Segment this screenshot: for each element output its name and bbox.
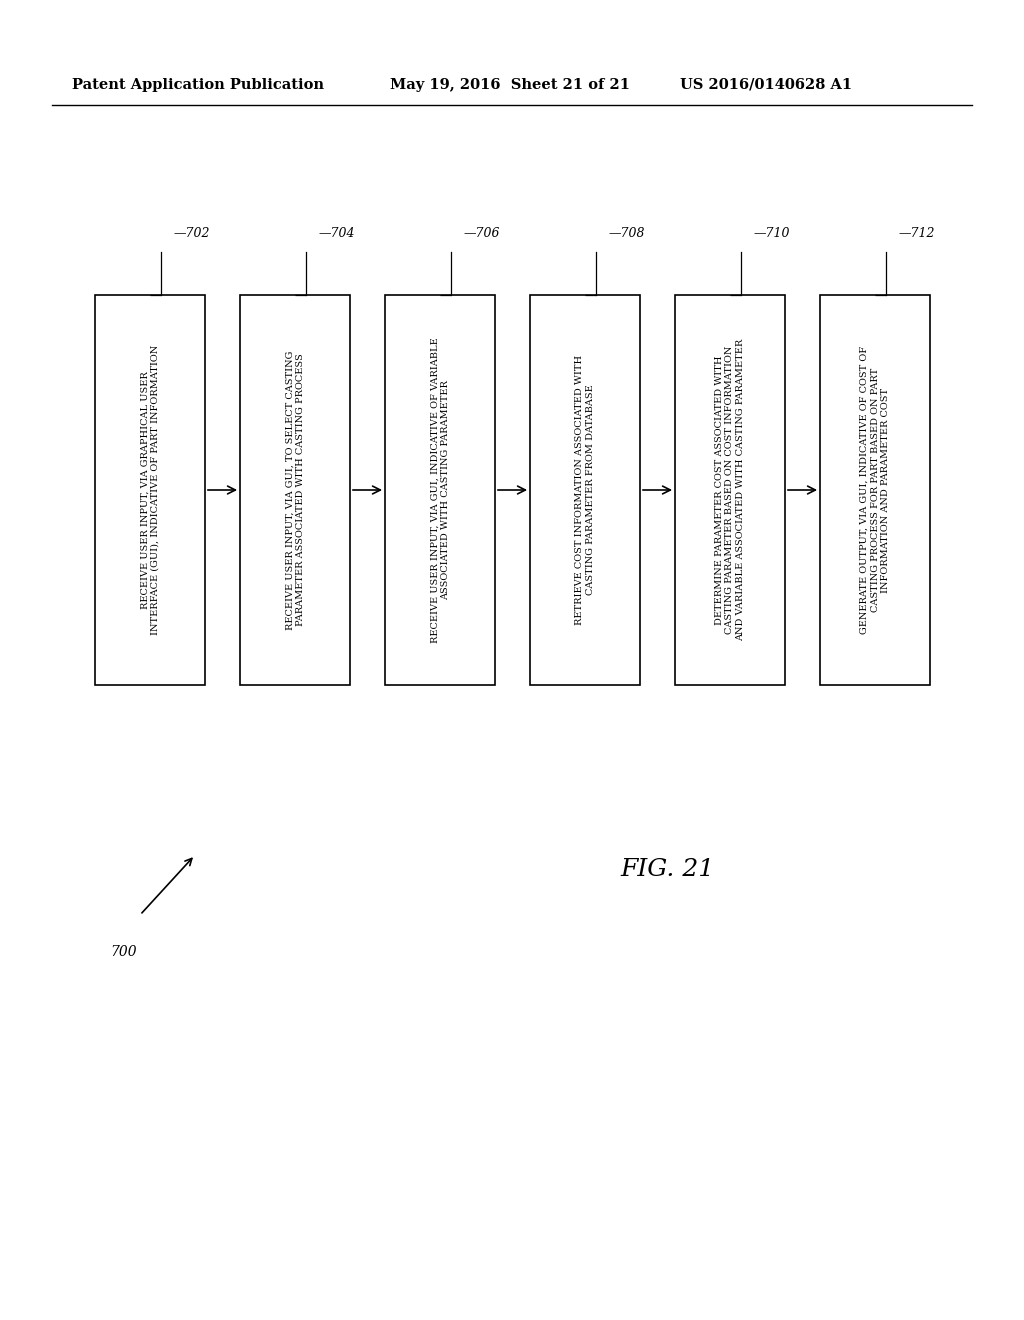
- Text: FIG. 21: FIG. 21: [620, 858, 714, 882]
- Text: —710: —710: [754, 227, 791, 240]
- Text: —704: —704: [318, 227, 355, 240]
- Bar: [675, 294, 785, 685]
- Bar: [240, 294, 350, 685]
- Bar: [820, 294, 930, 685]
- Text: —708: —708: [609, 227, 645, 240]
- Text: —712: —712: [899, 227, 935, 240]
- Text: —702: —702: [174, 227, 210, 240]
- Text: RECEIVE USER INPUT, VIA GUI, INDICATIVE OF VARIABLE
ASSOCIATED WITH CASTING PARA: RECEIVE USER INPUT, VIA GUI, INDICATIVE …: [430, 337, 450, 643]
- Bar: [385, 294, 495, 685]
- Text: RECEIVE USER INPUT, VIA GUI, TO SELECT CASTING
PARAMETER ASSOCIATED WITH CASTING: RECEIVE USER INPUT, VIA GUI, TO SELECT C…: [286, 350, 305, 630]
- Bar: [530, 294, 640, 685]
- Bar: [95, 294, 205, 685]
- Text: RECEIVE USER INPUT, VIA GRAPHICAL USER
INTERFACE (GUI), INDICATIVE OF PART INFOR: RECEIVE USER INPUT, VIA GRAPHICAL USER I…: [140, 345, 160, 635]
- Text: GENERATE OUTPUT, VIA GUI, INDICATIVE OF COST OF
CASTING PROCESS FOR PART BASED O: GENERATE OUTPUT, VIA GUI, INDICATIVE OF …: [860, 346, 890, 634]
- Text: 700: 700: [110, 945, 136, 960]
- Text: US 2016/0140628 A1: US 2016/0140628 A1: [680, 78, 852, 92]
- Text: DETERMINE PARAMETER COST ASSOCIATED WITH
CASTING PARAMETER BASED ON COST INFORMA: DETERMINE PARAMETER COST ASSOCIATED WITH…: [715, 339, 744, 642]
- Text: —706: —706: [464, 227, 501, 240]
- Text: Patent Application Publication: Patent Application Publication: [72, 78, 324, 92]
- Text: May 19, 2016  Sheet 21 of 21: May 19, 2016 Sheet 21 of 21: [390, 78, 630, 92]
- Text: RETRIEVE COST INFORMATION ASSOCIATED WITH
CASTING PARAMETER FROM DATABASE: RETRIEVE COST INFORMATION ASSOCIATED WIT…: [575, 355, 595, 626]
